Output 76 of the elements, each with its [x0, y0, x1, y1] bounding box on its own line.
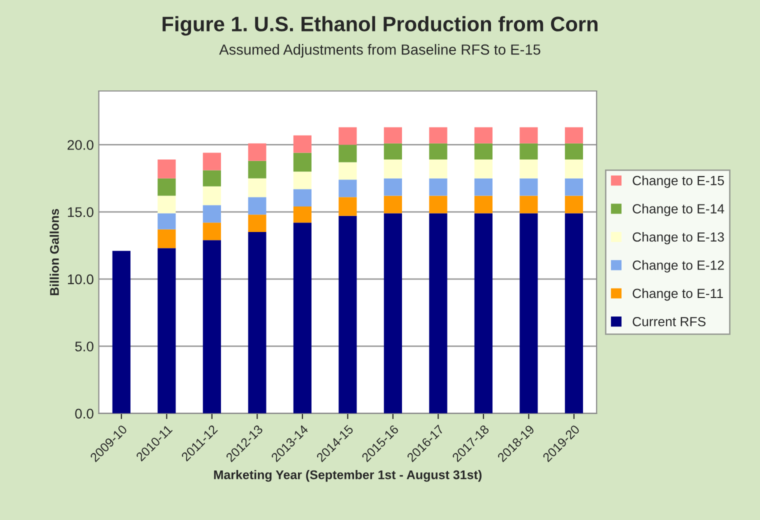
bar: [248, 178, 266, 198]
x-axis-title: Marketing Year (September 1st - August 31st): [214, 470, 482, 482]
bar: [520, 196, 538, 214]
bar: [248, 214, 266, 232]
bar: [564, 127, 584, 144]
chart-title: Figure 1. U.S. Ethanol Production from Corn: [162, 16, 598, 36]
bar: [429, 178, 448, 196]
bar: [384, 160, 402, 178]
y-tick-label: 10.0: [68, 274, 94, 284]
bar: [429, 196, 448, 214]
bar: [474, 160, 493, 178]
bar: [429, 213, 448, 414]
y-tick-label: 20.0: [68, 140, 94, 150]
bar: [202, 152, 221, 170]
bar: [202, 186, 221, 206]
bar: [248, 232, 266, 414]
y-tick-label: 5.0: [75, 342, 94, 352]
bar: [520, 160, 538, 178]
legend-label: Change to E-11: [632, 288, 723, 301]
bar: [338, 216, 357, 414]
bar: [429, 160, 448, 178]
bar: [248, 143, 266, 161]
bar: [384, 196, 402, 214]
bar: [158, 213, 176, 230]
bar: [248, 160, 266, 178]
bar: [474, 213, 493, 414]
bar: [158, 248, 176, 414]
bar: [564, 178, 584, 196]
bar: [520, 178, 538, 196]
bar: [158, 229, 176, 248]
bar: [202, 205, 221, 223]
bar: [202, 240, 221, 414]
bar: [564, 213, 584, 414]
bar: [158, 178, 176, 196]
bar: [520, 213, 538, 414]
bar: [520, 127, 538, 144]
bar: [338, 162, 357, 180]
bar: [429, 143, 448, 160]
bar: [158, 196, 176, 214]
bar: [293, 189, 312, 207]
bar: [293, 152, 312, 172]
bar: [520, 143, 538, 160]
bar: [474, 196, 493, 214]
bar: [293, 135, 312, 153]
legend-label: Change to E-13: [632, 232, 724, 244]
bar: [293, 172, 312, 190]
legend-label: Current RFS: [632, 316, 706, 326]
bar: [293, 222, 312, 414]
bar: [384, 143, 402, 160]
bar: [158, 160, 176, 178]
bar: [429, 127, 448, 144]
y-tick-label: 0.0: [75, 408, 94, 419]
bar: [474, 127, 493, 144]
legend-label: Change to E-12: [632, 260, 724, 272]
bar: [474, 178, 493, 196]
bar: [384, 178, 402, 196]
bar: [564, 143, 584, 160]
bar: [112, 250, 130, 414]
bar: [248, 197, 266, 215]
bar: [338, 180, 357, 198]
legend-label: Change to E-15: [632, 176, 724, 188]
bar: [384, 127, 402, 144]
bar: [338, 144, 357, 162]
bar: [293, 206, 312, 223]
chart-subtitle: Assumed Adjustments from Baseline RFS to E-15: [219, 44, 540, 58]
bar: [202, 222, 221, 240]
legend-label: Change to E-14: [632, 204, 724, 216]
bar: [384, 213, 402, 414]
bar: [338, 127, 357, 145]
bar: [474, 143, 493, 160]
bar: [338, 197, 357, 216]
bar: [564, 196, 584, 214]
bar: [202, 170, 221, 186]
y-tick-label: 15.0: [68, 207, 94, 218]
bar: [564, 160, 584, 178]
y-axis-title: Billion Gallons: [50, 208, 59, 296]
